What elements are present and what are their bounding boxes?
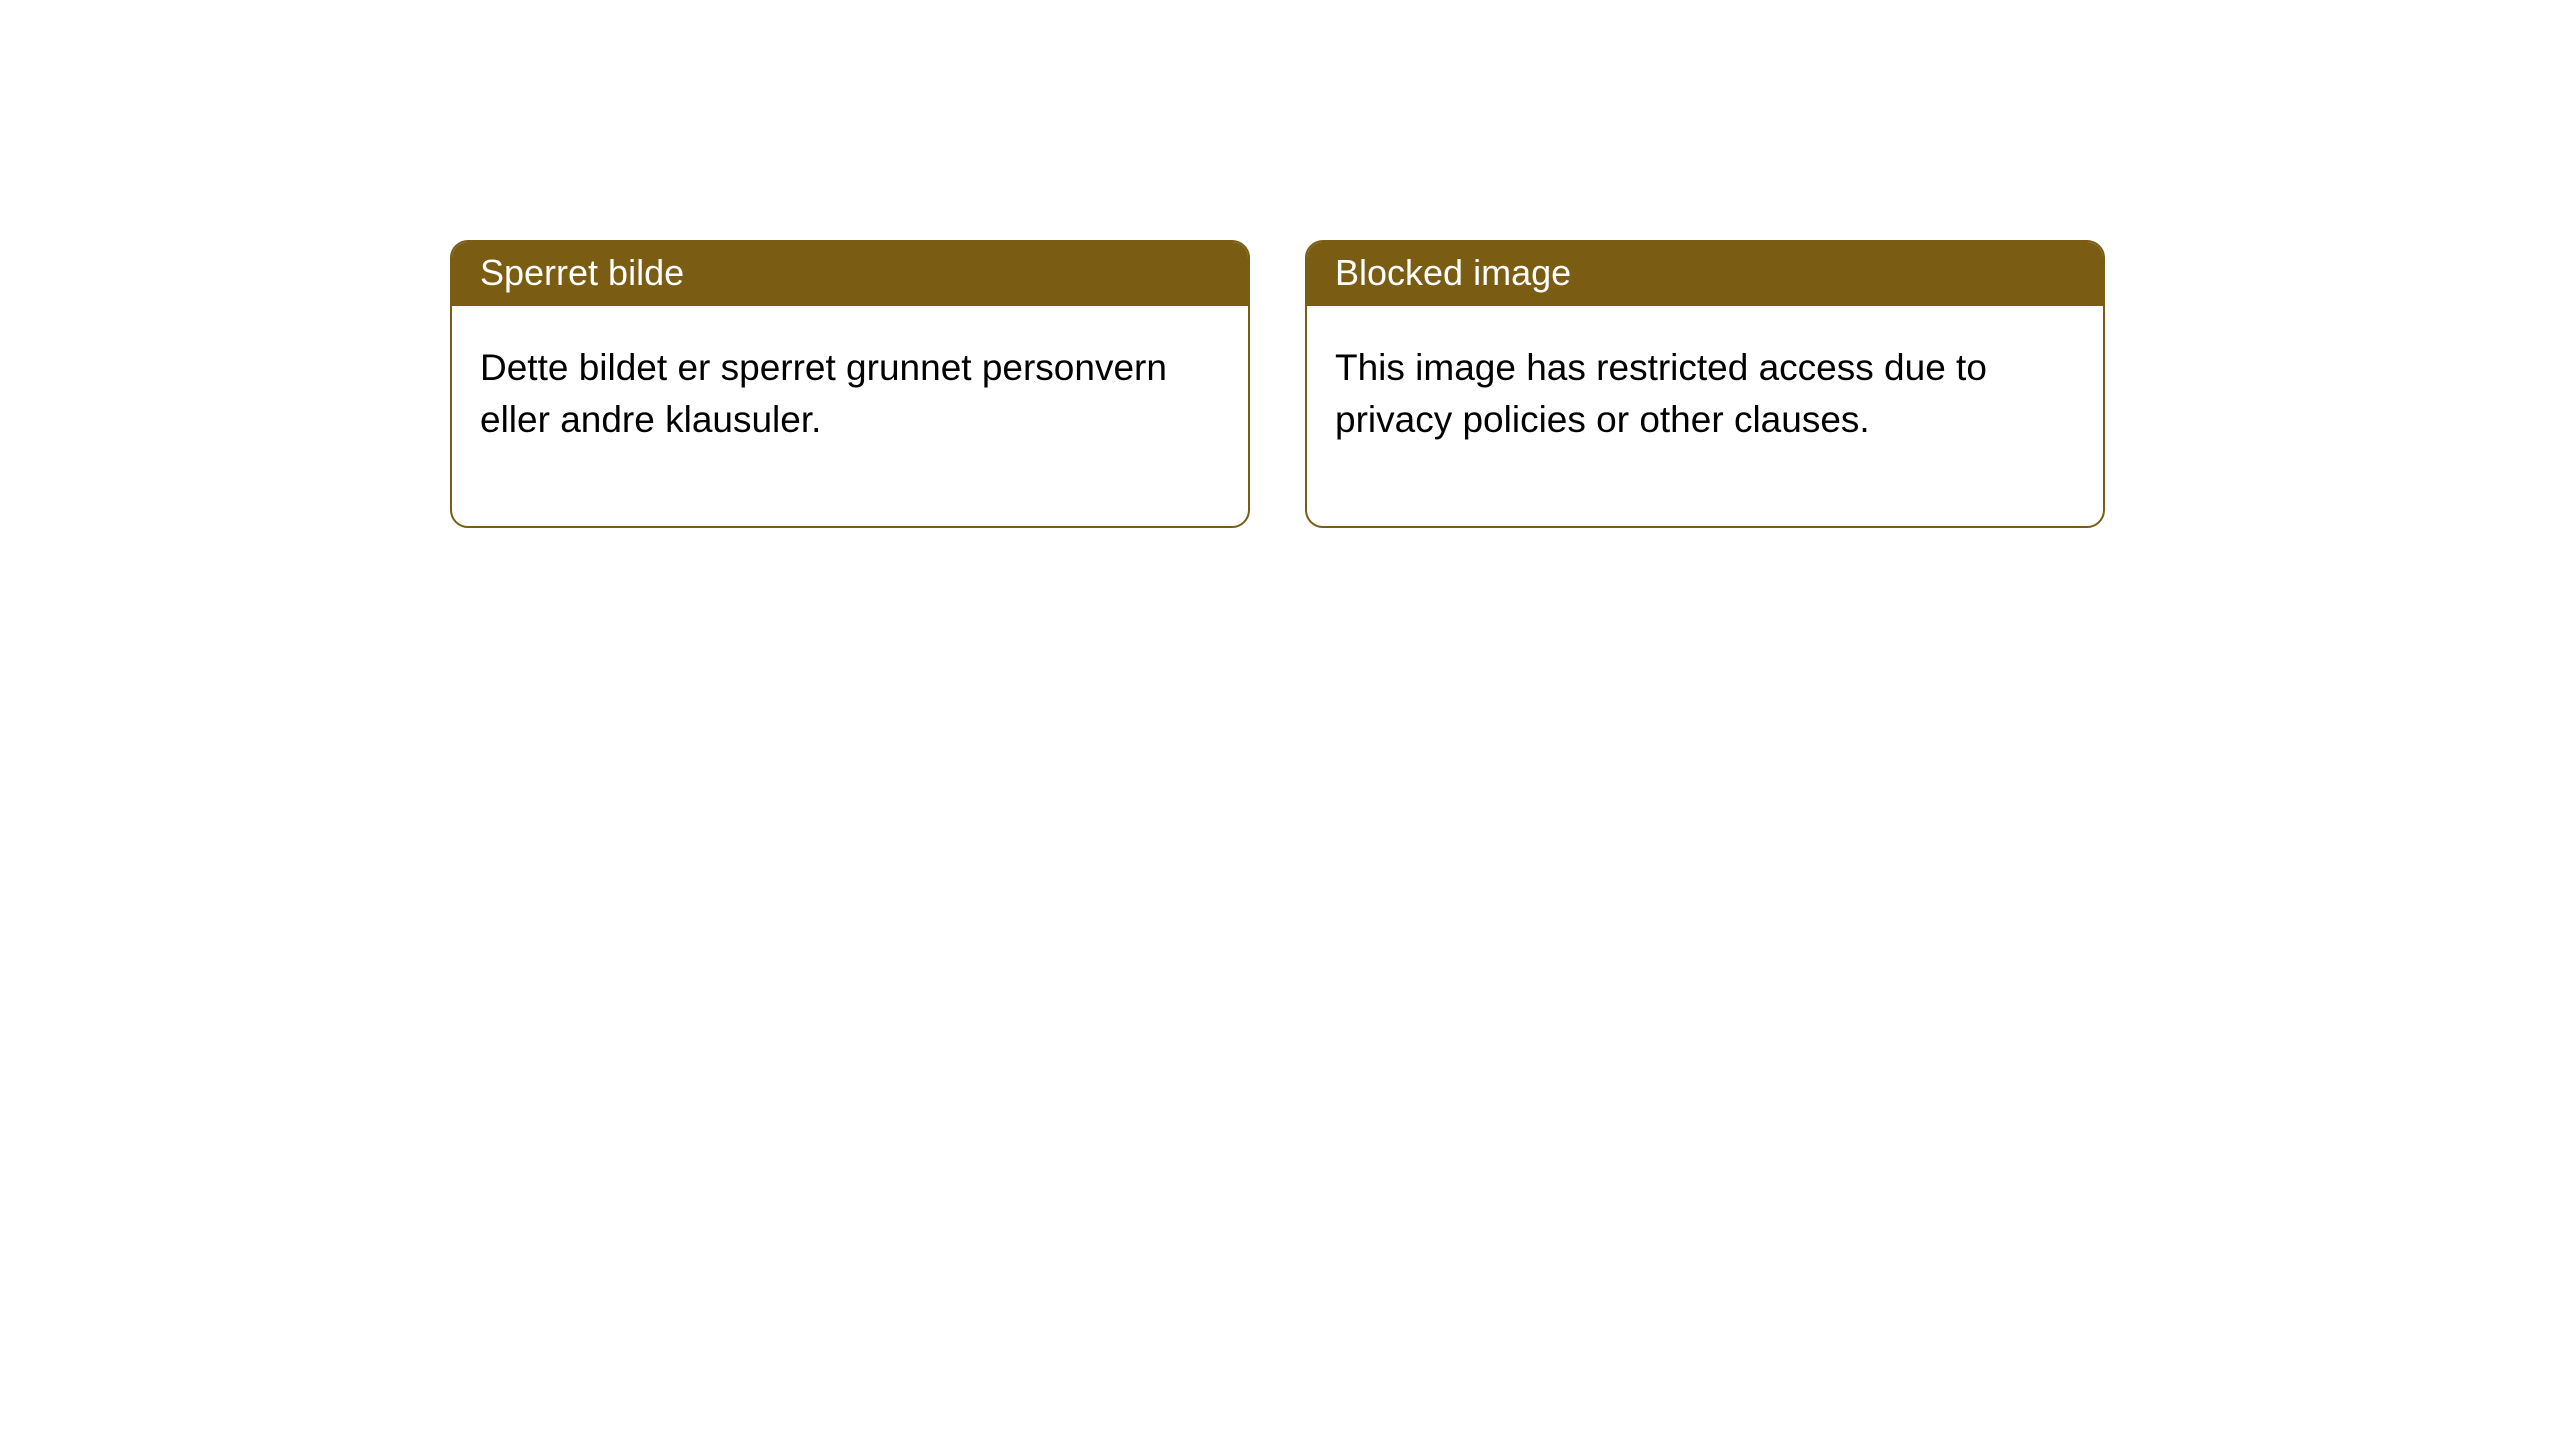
card-blocked-image-en: Blocked image This image has restricted … bbox=[1305, 240, 2105, 528]
card-blocked-image-no: Sperret bilde Dette bildet er sperret gr… bbox=[450, 240, 1250, 528]
card-title-en: Blocked image bbox=[1307, 242, 2103, 306]
card-body-no: Dette bildet er sperret grunnet personve… bbox=[452, 306, 1248, 526]
cards-container: Sperret bilde Dette bildet er sperret gr… bbox=[0, 0, 2560, 528]
card-title-no: Sperret bilde bbox=[452, 242, 1248, 306]
card-body-en: This image has restricted access due to … bbox=[1307, 306, 2103, 526]
